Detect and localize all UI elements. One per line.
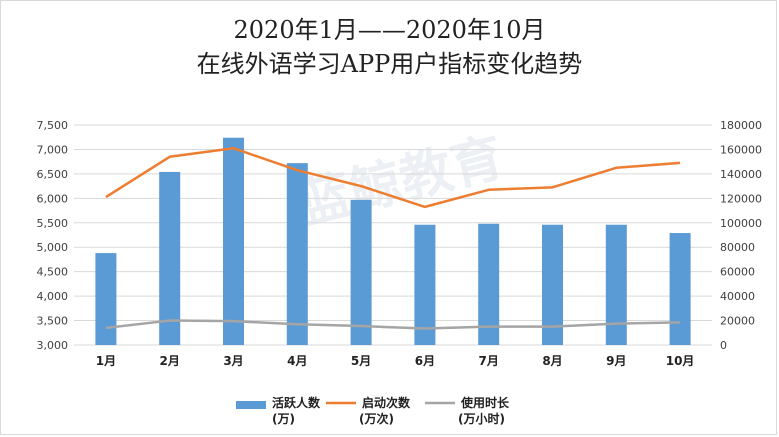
- x-axis-category-label: 3月: [223, 354, 243, 368]
- legend-label-launches: 启动次数: [362, 396, 411, 410]
- x-axis-category-label: 4月: [287, 354, 307, 368]
- chart-title-line2: 在线外语学习APP用户指标变化趋势: [196, 50, 583, 78]
- legend-swatch-line-orange: [326, 401, 356, 405]
- left-axis-tick-label: 5,500: [37, 217, 69, 230]
- right-axis-tick-label: 20000: [720, 315, 755, 328]
- bar-活跃人数: [669, 233, 691, 345]
- x-axis-category-label: 8月: [542, 354, 562, 368]
- x-axis-category-label: 5月: [351, 354, 371, 368]
- bar-活跃人数: [542, 224, 563, 345]
- bar-活跃人数: [478, 223, 500, 345]
- legend-unit-active-users: (万): [272, 412, 295, 426]
- left-axis-tick-label: 4,000: [37, 290, 69, 303]
- right-axis-tick-label: 100000: [720, 217, 762, 230]
- right-axis-tick-label: 60000: [720, 266, 755, 279]
- left-axis-tick-label: 6,500: [37, 168, 69, 181]
- legend-unit-usage-time: (万小时): [458, 412, 505, 426]
- left-axis-tick-label: 6,000: [37, 192, 69, 205]
- series-line-使用时长: [105, 319, 681, 330]
- x-axis-category-label: 2月: [160, 354, 180, 368]
- right-axis-tick-label: 120000: [720, 192, 762, 205]
- x-axis-category-label: 6月: [415, 354, 435, 368]
- series-line-启动次数: [105, 146, 681, 209]
- x-axis-category-label: 7月: [479, 354, 499, 368]
- left-axis-tick-label: 5,000: [37, 241, 69, 254]
- x-axis-category-label: 9月: [606, 354, 626, 368]
- left-axis-tick-label: 7,500: [37, 119, 69, 132]
- right-axis-tick-label: 80000: [720, 241, 755, 254]
- right-axis-tick-label: 140000: [720, 168, 762, 181]
- bar-活跃人数: [605, 224, 627, 345]
- legend-label-usage-time: 使用时长: [461, 396, 510, 410]
- bar-活跃人数: [350, 199, 372, 345]
- right-axis-tick-label: 160000: [720, 143, 762, 156]
- right-axis-tick-label: 0: [720, 339, 727, 352]
- chart-title-line1: 2020年1月——2020年10月: [233, 16, 546, 44]
- legend-swatch-bar: [236, 401, 266, 409]
- right-axis-tick-label: 40000: [720, 290, 755, 303]
- legend-label-active-users: 活跃人数: [272, 396, 321, 410]
- bar-活跃人数: [95, 253, 117, 345]
- left-axis-tick-label: 7,000: [37, 143, 69, 156]
- x-axis-category-label: 1月: [96, 354, 116, 368]
- left-axis-tick-label: 3,000: [37, 339, 69, 352]
- bar-活跃人数: [414, 224, 436, 345]
- right-axis-tick-label: 180000: [720, 119, 762, 132]
- x-axis-category-label: 10月: [666, 354, 695, 368]
- legend-unit-launches: (万次): [359, 412, 394, 426]
- bar-活跃人数: [286, 163, 308, 345]
- left-axis-tick-label: 3,500: [37, 315, 69, 328]
- bar-活跃人数: [159, 171, 181, 345]
- legend-swatch-line-gray: [425, 401, 455, 405]
- bar-活跃人数: [223, 137, 244, 345]
- left-axis-tick-label: 4,500: [37, 266, 69, 279]
